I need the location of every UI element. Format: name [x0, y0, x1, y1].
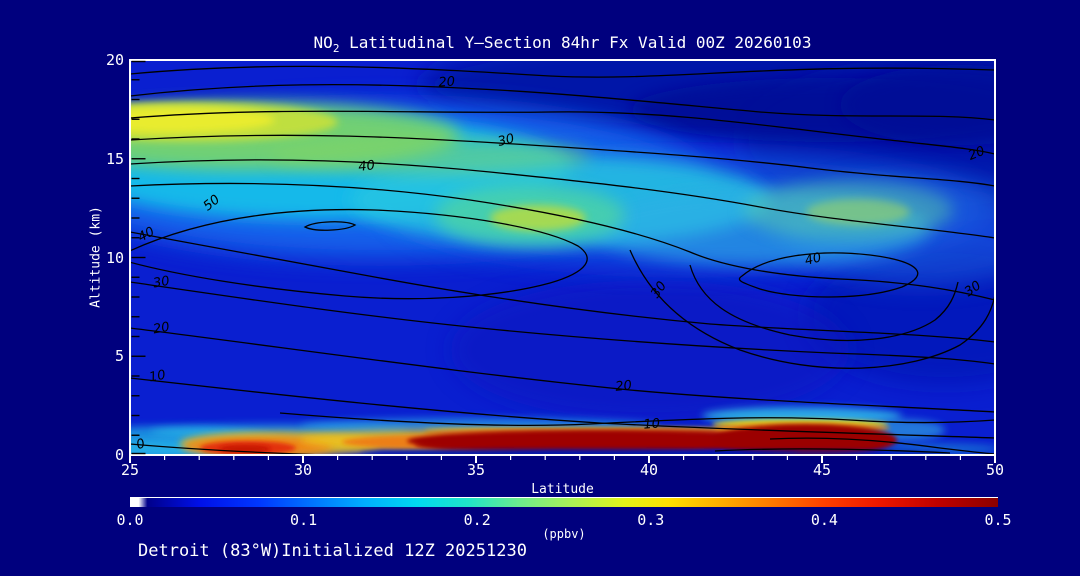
contour-value-label: 40 [136, 224, 158, 245]
plot-title-text: Latitudinal Y—Section 84hr Fx Valid 00Z … [339, 33, 812, 52]
contour-line [629, 249, 995, 369]
contour-value-label: 40 [358, 158, 376, 175]
colorbar-tick-label: 0.3 [637, 511, 665, 529]
contour-line [130, 182, 995, 301]
plot-title-subscript: 2 [332, 42, 340, 56]
plot-border [129, 59, 996, 456]
colorbar-tick-label: 0.0 [116, 511, 144, 529]
x-tick-label: 40 [639, 461, 659, 479]
colorbar [130, 497, 998, 507]
contour-value-label: 10 [148, 368, 167, 386]
contour-value-label: 20 [615, 378, 633, 395]
y-tick-label: 5 [114, 347, 124, 366]
contour-value-label: 20 [966, 144, 987, 164]
colorbar-tick-label: 0.4 [810, 511, 838, 529]
x-tick-label: 50 [985, 461, 1005, 479]
x-tick-label: 30 [293, 461, 313, 479]
filled-contour-region [710, 450, 950, 455]
contour-line [130, 110, 995, 155]
x-axis-title: Latitude [531, 482, 594, 497]
contour-line [714, 448, 951, 454]
contour-line [130, 83, 995, 121]
contour-line [130, 327, 995, 413]
contour-value-label: 30 [496, 131, 516, 150]
contour-value-label: 20 [152, 320, 171, 338]
contour-line [130, 65, 995, 78]
contour-value-label: 10 [643, 416, 661, 432]
contour-line [279, 412, 995, 427]
x-tick-label: 35 [466, 461, 486, 479]
filled-contour-region [490, 205, 586, 231]
contour-value-label: 30 [152, 274, 171, 292]
filled-contour-region [360, 449, 800, 455]
y-tick-label: 0 [114, 446, 124, 464]
plot-title-species: NO [313, 33, 333, 52]
contour-plot-area: 20 30 40 50 40 20 40 30 30 30 20 10 0 20 10 [129, 59, 996, 463]
colorbar-tick-labels: 0.0 0.1 0.2 0.3 0.4 0.5 [116, 511, 1011, 529]
contour-line [130, 231, 995, 343]
contour-line [130, 159, 995, 239]
x-axis-tick-labels: 25 30 35 40 45 50 [121, 461, 1004, 479]
contour-line [130, 281, 995, 365]
contour-value-label: 40 [803, 250, 823, 269]
colorbar-tick-label: 0.2 [463, 511, 491, 529]
contour-line [738, 252, 919, 298]
contour-value-label: 20 [438, 74, 456, 90]
colorbar-units-label: (ppbv) [542, 527, 586, 541]
filled-contour-region [713, 424, 897, 455]
y-axis-tick-labels: 20 15 10 5 0 [84, 51, 124, 464]
colorbar-tick-label: 0.5 [984, 511, 1012, 529]
filled-contour-region [270, 138, 590, 174]
y-tick-label: 10 [105, 248, 124, 267]
contour-line [303, 221, 357, 231]
y-tick-label: 20 [105, 51, 124, 69]
contour-line [769, 437, 995, 455]
filled-contour-region [840, 65, 995, 145]
contour-line [689, 264, 959, 342]
x-tick-label: 45 [812, 461, 832, 479]
contour-line [130, 443, 352, 455]
y-tick-label: 15 [105, 149, 124, 168]
contour-line [130, 208, 588, 300]
plot-title: NO2 Latitudinal Y—Section 84hr Fx Valid … [130, 33, 995, 55]
footer-annotation: Detroit (83°W)Initialized 12Z 20251230 [138, 541, 527, 561]
colorbar-tick-label: 0.1 [290, 511, 318, 529]
x-tick-label: 25 [120, 461, 140, 479]
filled-contour-region [130, 107, 275, 133]
filled-contour-region [450, 280, 850, 420]
contour-line [130, 134, 995, 187]
filled-contour-region [407, 430, 797, 452]
